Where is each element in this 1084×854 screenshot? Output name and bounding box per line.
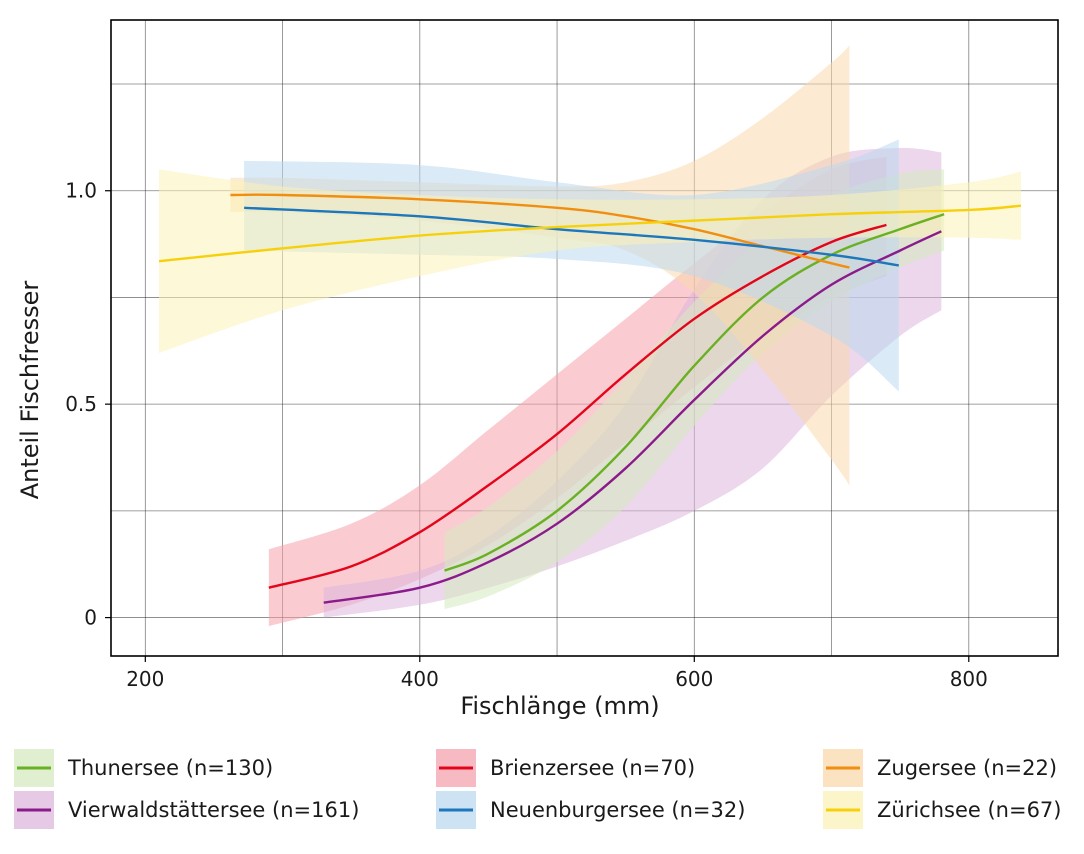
legend-item: Thunersee (n=130): [14, 749, 273, 787]
legend-label: Brienzersee (n=70): [490, 756, 695, 780]
plot-frame: [110, 19, 1059, 657]
legend-item: Zürichsee (n=67): [823, 791, 1062, 829]
series-lines: [158, 193, 1022, 604]
line-thunersee: [444, 213, 945, 572]
axis-ticks: 200 400 600 800 0 0.5 1.0: [65, 179, 988, 691]
y-tick-label: 0: [84, 606, 97, 630]
legend-item: Brienzersee (n=70): [436, 749, 695, 787]
x-tick-label: 200: [126, 667, 164, 691]
y-axis-title: Anteil Fischfresser: [16, 281, 44, 500]
x-tick-label: 600: [675, 667, 713, 691]
y-tick-label: 1.0: [65, 179, 97, 203]
confidence-bands: [159, 45, 1021, 627]
legend: Thunersee (n=130) Brienzersee (n=70) Zuger…: [14, 749, 1062, 829]
legend-label: Thunersee (n=130): [67, 756, 273, 780]
x-tick-label: 800: [950, 667, 988, 691]
line-neuenburgersee: [244, 206, 899, 267]
line-zürichsee: [158, 204, 1022, 263]
y-tick-label: 0.5: [65, 392, 97, 416]
x-axis-title: Fischlänge (mm): [460, 692, 659, 720]
legend-label: Neuenburgersee (n=32): [490, 798, 745, 822]
grid-lines: [111, 20, 1058, 656]
legend-label: Vierwaldstättersee (n=161): [68, 798, 359, 822]
legend-item: Zugersee (n=22): [823, 749, 1057, 787]
legend-label: Zürichsee (n=67): [877, 798, 1062, 822]
legend-label: Zugersee (n=22): [877, 756, 1057, 780]
line-vierwaldstättersee: [323, 230, 942, 604]
line-zugersee: [230, 193, 850, 269]
x-tick-label: 400: [401, 667, 439, 691]
legend-item: Vierwaldstättersee (n=161): [14, 791, 359, 829]
line-brienzersee: [268, 223, 887, 589]
legend-item: Neuenburgersee (n=32): [436, 791, 745, 829]
